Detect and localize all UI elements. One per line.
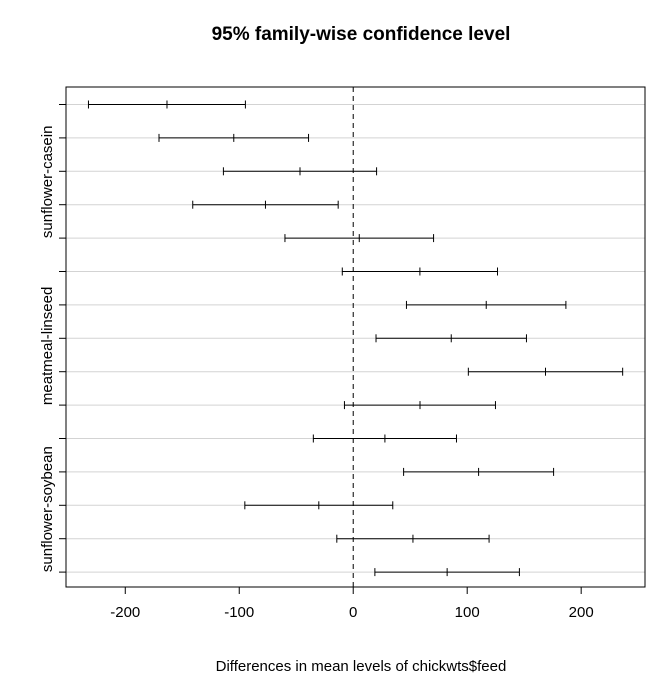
intervals-layer — [87, 100, 624, 577]
interval-12 — [244, 501, 394, 510]
interval-2 — [222, 167, 378, 176]
interval-6 — [405, 300, 567, 309]
plot-frame — [65, 86, 646, 588]
x-tick-label: 0 — [349, 604, 357, 621]
interval-11 — [403, 467, 555, 476]
interval-13 — [336, 534, 490, 543]
interval-9 — [343, 401, 496, 410]
x-tick-label: -100 — [224, 604, 254, 621]
y-tick-label: meatmeal-linseed — [39, 287, 56, 405]
x-tick-label: 200 — [569, 604, 594, 621]
y-tick-label: sunflower-soybean — [39, 446, 56, 572]
interval-5 — [341, 267, 499, 276]
interval-14 — [374, 568, 520, 577]
y-axis: sunflower-casein meatmeal-linseed sunflowe… — [39, 104, 66, 573]
interval-1 — [158, 133, 310, 142]
x-axis-label: Differences in mean levels of chickwts$f… — [216, 658, 507, 675]
chart-title: 95% family-wise confidence level — [212, 24, 511, 45]
interval-0 — [87, 100, 246, 109]
x-tick-label: -200 — [110, 604, 140, 621]
interval-7 — [375, 334, 527, 343]
interval-4 — [284, 234, 435, 243]
x-axis: -200 -100 0 100 200 — [110, 587, 594, 621]
interval-8 — [467, 367, 624, 376]
y-tick-label: sunflower-casein — [39, 126, 56, 239]
interval-10 — [312, 434, 457, 443]
x-tick-label: 100 — [455, 604, 480, 621]
interval-3 — [192, 200, 339, 209]
